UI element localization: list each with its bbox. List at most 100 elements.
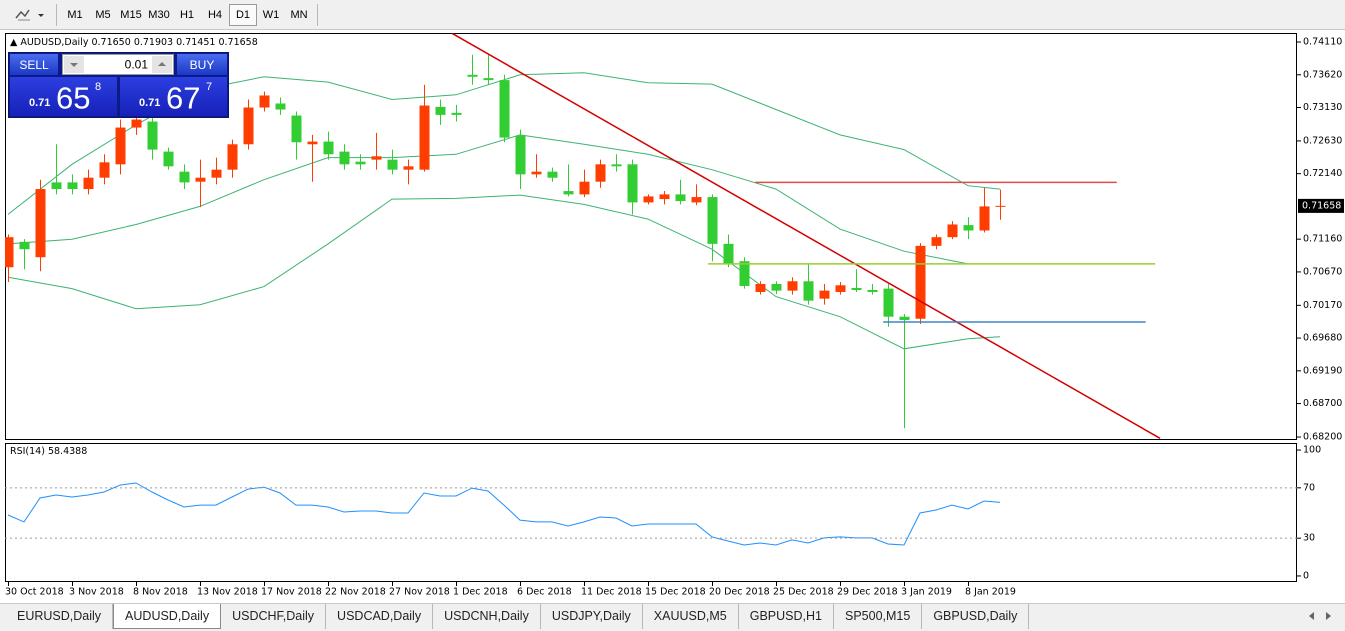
candle-body — [579, 181, 590, 195]
candle-body — [499, 80, 510, 138]
candle-body — [67, 182, 78, 190]
x-tick-label: 11 Dec 2018 — [581, 587, 642, 598]
candle-body — [355, 161, 366, 165]
lot-input[interactable] — [62, 54, 174, 75]
chart-tab[interactable]: EURUSD,Daily — [6, 604, 114, 629]
timeframe-button[interactable]: H1 — [179, 8, 195, 21]
candle-body — [307, 141, 318, 145]
separator — [56, 3, 57, 26]
chart-tab[interactable]: SP500,M15 — [834, 604, 923, 629]
chart-tab[interactable]: USDCNH,Daily — [433, 604, 541, 629]
x-tick-label: 8 Jan 2019 — [965, 587, 1016, 598]
candle-body — [419, 105, 430, 170]
candle-body — [291, 115, 302, 143]
x-tick-label: 22 Nov 2018 — [325, 587, 386, 598]
buy-price-point: 7 — [206, 81, 212, 93]
timeframe-bar: M1 M5 M15 M30 H1 H4 D1 W1 MN — [61, 3, 313, 26]
x-tick-label: 17 Nov 2018 — [261, 587, 322, 598]
candle-body — [19, 241, 30, 250]
timeframe-button[interactable]: H4 — [207, 8, 223, 21]
current-price-marker — [1298, 198, 1344, 213]
chart-tab[interactable]: USDJPY,Daily — [541, 604, 643, 629]
sell-button[interactable] — [10, 54, 58, 75]
separator — [317, 3, 318, 26]
y-tick-label: 0 — [1303, 570, 1309, 581]
y-tick-label: 0.69680 — [1303, 333, 1342, 344]
candle-body — [963, 225, 974, 231]
timeframe-button[interactable]: W1 — [262, 8, 280, 21]
buy-price-box[interactable] — [120, 77, 227, 116]
x-tick-label: 8 Nov 2018 — [133, 587, 188, 598]
y-tick-label: 0.74110 — [1303, 37, 1342, 48]
chart-tab[interactable]: AUDUSD,Daily — [113, 604, 222, 629]
x-tick-label: 30 Oct 2018 — [5, 587, 64, 598]
candle-body — [435, 106, 446, 115]
candle-body — [915, 245, 926, 319]
timeframe-button[interactable]: M15 — [120, 8, 142, 21]
collapse-icon[interactable]: ▲ — [10, 37, 20, 48]
one-click-trading: SELL 0.01 BUY 0.71 65 8 0.71 67 7 — [8, 52, 229, 118]
chart-tab[interactable]: GBPUSD,Daily — [922, 604, 1030, 629]
ohlc-close: 0.71658 — [218, 37, 257, 48]
candle-body — [483, 78, 494, 81]
buy-button[interactable] — [177, 54, 227, 75]
x-tick-label: 20 Dec 2018 — [709, 587, 770, 598]
sell-price-pips: 65 — [56, 81, 90, 116]
timeframe-button[interactable]: M1 — [67, 8, 83, 21]
candle-body — [131, 119, 142, 128]
chart-tab[interactable]: XAUUSD,M5 — [643, 604, 739, 629]
x-tick-label: 15 Dec 2018 — [645, 587, 706, 598]
candle-body — [403, 166, 414, 170]
candle-body — [227, 144, 238, 170]
sell-price-box[interactable] — [10, 77, 117, 116]
y-tick-label: 0.73130 — [1303, 102, 1342, 113]
y-tick-label: 0.72630 — [1303, 135, 1342, 146]
y-tick-label: 0.72140 — [1303, 168, 1342, 179]
candle-body — [195, 177, 206, 182]
current-price-label: 0.71658 — [1302, 200, 1341, 211]
rsi-last-value: 58.4388 — [48, 446, 87, 457]
bollinger-band — [7, 134, 969, 265]
y-tick-label: 100 — [1303, 445, 1321, 456]
candle-body — [99, 162, 110, 178]
rsi-plot — [7, 482, 1001, 546]
x-tick-label: 3 Jan 2019 — [901, 587, 952, 598]
candle-body — [931, 237, 942, 246]
ohlc-low: 0.71451 — [176, 37, 215, 48]
candle-body — [451, 112, 462, 115]
candle-body — [147, 121, 158, 150]
buy-price-pips: 67 — [166, 81, 200, 116]
candle-body — [531, 171, 542, 175]
candle-body — [771, 283, 782, 291]
x-tick-label: 3 Nov 2018 — [69, 587, 124, 598]
candle-body — [787, 281, 798, 291]
timeframe-button[interactable]: M5 — [95, 8, 111, 21]
candle-body — [643, 196, 654, 203]
candle-body — [851, 287, 862, 290]
candle-body — [51, 182, 62, 190]
timeframe-button[interactable]: D1 — [229, 3, 257, 26]
candle-body — [947, 224, 958, 238]
timeframe-button[interactable]: MN — [290, 8, 308, 21]
candle-body — [115, 127, 126, 165]
candle-body — [515, 135, 526, 175]
chart-tab[interactable]: GBPUSD,H1 — [739, 604, 834, 629]
chart-tab[interactable]: USDCAD,Daily — [326, 604, 434, 629]
x-tick-label: 25 Dec 2018 — [773, 587, 834, 598]
indicator-line — [7, 482, 1001, 546]
chart-tab[interactable]: USDCHF,Daily — [221, 604, 327, 629]
x-tick-label: 13 Nov 2018 — [197, 587, 258, 598]
x-tick-label: 27 Nov 2018 — [389, 587, 450, 598]
candle-body — [387, 159, 398, 170]
candle-body — [755, 283, 766, 292]
candle-body — [323, 141, 334, 155]
indicators-menu[interactable] — [12, 4, 52, 26]
timeframe-button[interactable]: M30 — [148, 8, 170, 21]
main-plot — [5, 33, 1161, 439]
candle-body — [739, 261, 750, 286]
candle-body — [883, 288, 894, 317]
y-tick-label: 0.68200 — [1303, 431, 1342, 442]
drawn-line — [451, 33, 1161, 439]
tab-scroll[interactable] — [1305, 609, 1335, 623]
